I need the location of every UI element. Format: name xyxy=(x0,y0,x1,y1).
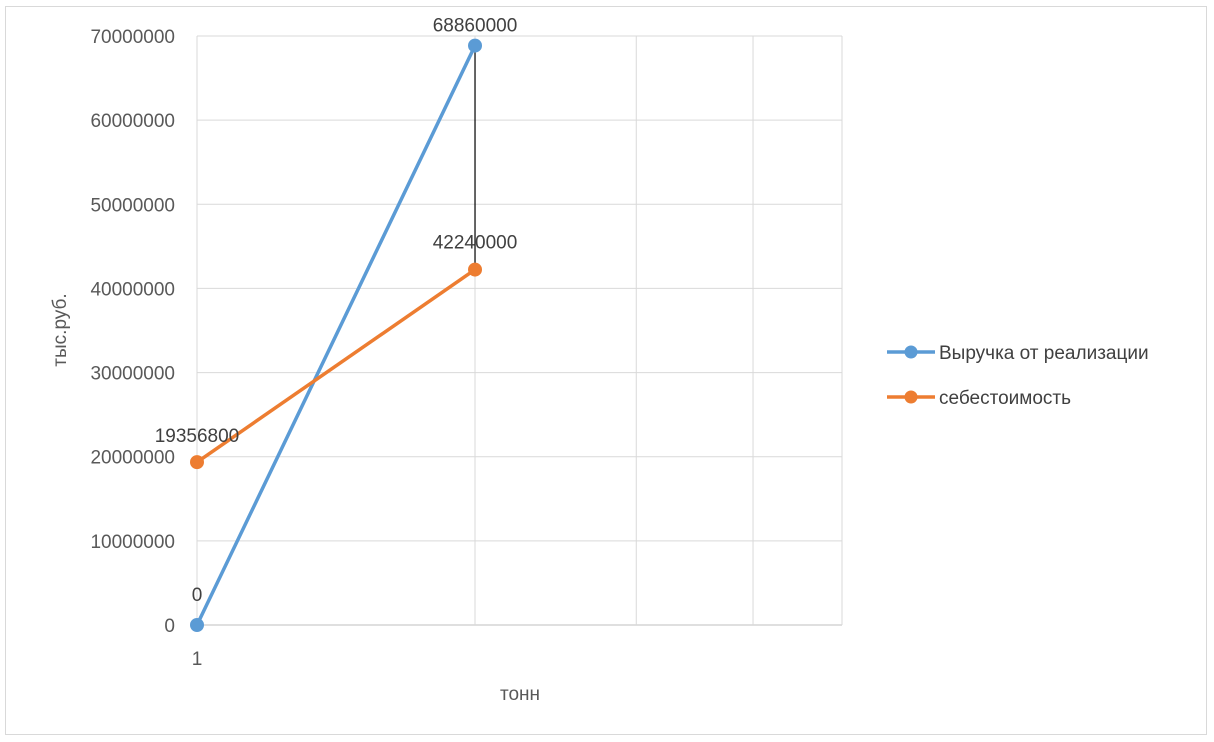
y-tick-label: 60000000 xyxy=(90,111,175,132)
y-tick-label: 30000000 xyxy=(90,364,175,385)
data-point-marker xyxy=(468,262,483,277)
y-axis-ticks: 0 10000000 20000000 30000000 40000000 5000000… xyxy=(90,27,175,637)
legend-marker xyxy=(904,390,918,404)
y-tick-label: 40000000 xyxy=(90,279,175,300)
data-label: 42240000 xyxy=(433,233,518,254)
y-tick-label: 10000000 xyxy=(90,532,175,553)
series-line-2 xyxy=(196,268,477,464)
data-label: 0 xyxy=(192,585,203,606)
data-label: 68860000 xyxy=(433,16,518,37)
legend-marker xyxy=(904,345,918,359)
series-line-1 xyxy=(195,44,477,626)
x-tick-label: 1 xyxy=(192,649,203,670)
legend-label: Выручка от реализации xyxy=(939,343,1149,364)
x-axis-ticks: 1 xyxy=(192,649,203,670)
y-tick-label: 20000000 xyxy=(90,448,175,469)
legend-label: себестоимость xyxy=(939,388,1071,409)
y-tick-label: 0 xyxy=(164,616,175,637)
data-point-marker xyxy=(468,38,483,53)
y-tick-label: 70000000 xyxy=(90,27,175,48)
series-layer xyxy=(190,38,483,632)
gridlines xyxy=(196,35,843,626)
y-axis-title: тыс.руб. xyxy=(50,293,71,366)
data-label: 19356800 xyxy=(155,426,240,447)
data-labels: 0 68860000 19356800 42240000 xyxy=(155,16,518,606)
y-tick-label: 50000000 xyxy=(90,195,175,216)
data-point-marker xyxy=(190,455,204,470)
chart-frame xyxy=(5,6,1207,735)
data-point-marker xyxy=(190,618,204,632)
legend: Выручка от реализации себестоимость xyxy=(887,343,1149,409)
x-axis-title: тонн xyxy=(500,684,540,705)
